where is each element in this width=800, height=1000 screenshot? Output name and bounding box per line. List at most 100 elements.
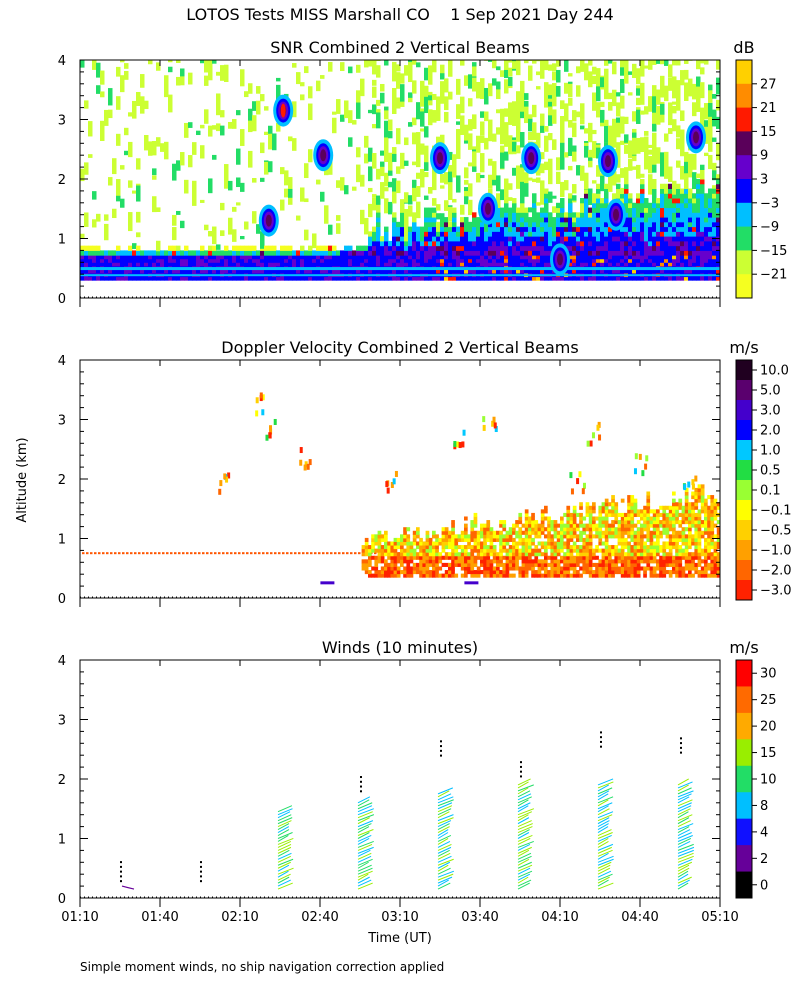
snr-cell xyxy=(312,267,317,271)
snr-cell xyxy=(576,212,581,218)
snr-cell xyxy=(704,103,709,120)
snr-cell xyxy=(512,101,517,119)
doppler-cell xyxy=(656,520,660,525)
snr-cell xyxy=(592,93,597,102)
snr-cell xyxy=(320,191,325,202)
snr-cell xyxy=(444,258,449,263)
doppler-cell xyxy=(435,537,439,542)
doppler-cell xyxy=(473,512,478,517)
doppler-cell xyxy=(614,555,619,560)
doppler-cell xyxy=(585,545,590,550)
doppler-cell xyxy=(592,502,596,507)
snr-cell xyxy=(512,250,517,256)
doppler-cell xyxy=(412,566,417,571)
snr-cell xyxy=(580,276,585,281)
snr-cell xyxy=(544,126,549,132)
doppler-cell xyxy=(448,545,452,550)
doppler-cell xyxy=(652,545,657,550)
doppler-cell xyxy=(473,530,478,535)
doppler-cell xyxy=(364,541,369,546)
doppler-cell xyxy=(460,573,465,578)
snr-cell xyxy=(628,258,633,263)
doppler-cell xyxy=(499,548,503,553)
doppler-cell xyxy=(627,555,631,560)
snr-cell xyxy=(408,255,413,260)
snr-cell xyxy=(556,240,561,247)
snr-cell xyxy=(672,119,677,132)
snr-cell xyxy=(428,258,433,263)
snr-cell xyxy=(600,217,605,223)
doppler-cell xyxy=(585,570,590,575)
doppler-cell xyxy=(665,512,670,517)
snr-cell xyxy=(184,274,189,277)
doppler-cell xyxy=(457,559,462,564)
doppler-cell xyxy=(566,512,571,517)
snr-cell xyxy=(616,258,621,263)
snr-cell xyxy=(484,226,489,232)
snr-cell xyxy=(416,262,421,267)
snr-cell xyxy=(508,102,513,112)
snr-cell xyxy=(520,207,525,213)
doppler-cell xyxy=(588,555,593,560)
snr-cell xyxy=(696,258,701,263)
doppler-cell xyxy=(451,562,455,567)
snr-cell xyxy=(628,221,633,228)
snr-cell xyxy=(712,267,717,271)
snr-cell xyxy=(148,269,153,274)
snr-cell xyxy=(700,255,705,260)
snr-cell xyxy=(444,255,449,260)
doppler-cell xyxy=(566,545,571,550)
snr-cell xyxy=(500,250,505,256)
snr-cell xyxy=(392,269,397,274)
snr-cell xyxy=(604,136,609,153)
snr-cell xyxy=(612,236,617,242)
snr-cell xyxy=(200,255,205,260)
snr-cell xyxy=(88,121,93,137)
snr-cell xyxy=(240,269,245,274)
doppler-cell xyxy=(416,534,420,539)
doppler-cell xyxy=(563,530,567,535)
snr-cell xyxy=(136,269,141,274)
doppler-cell xyxy=(662,523,667,528)
snr-cell xyxy=(520,80,525,94)
snr-cell xyxy=(536,132,541,148)
snr-cell xyxy=(440,174,445,183)
snr-cell xyxy=(360,255,365,260)
snr-cell xyxy=(512,245,517,251)
doppler-cell xyxy=(403,548,407,553)
doppler-cell xyxy=(620,523,625,528)
doppler-cell xyxy=(668,534,673,539)
snr-cell xyxy=(592,269,597,274)
snr-cell xyxy=(632,267,637,271)
snr-cell xyxy=(348,262,353,267)
snr-cell xyxy=(308,103,313,121)
doppler-cell xyxy=(534,559,539,564)
doppler-cell xyxy=(428,559,433,564)
snr-cell xyxy=(520,212,525,218)
snr-cell xyxy=(316,269,321,274)
snr-cell xyxy=(540,274,545,277)
snr-cell xyxy=(436,226,441,232)
doppler-cell xyxy=(470,523,475,528)
snr-cell xyxy=(328,267,333,271)
snr-cell xyxy=(488,60,493,62)
snr-cell xyxy=(644,226,649,232)
doppler-cell xyxy=(416,570,420,575)
snr-cell xyxy=(716,231,720,237)
snr-cell xyxy=(536,276,541,281)
doppler-cell xyxy=(649,570,654,575)
snr-cell xyxy=(212,255,217,260)
snr-cell xyxy=(640,110,645,115)
snr-cell xyxy=(268,262,273,267)
snr-cell xyxy=(480,236,485,242)
snr-cell xyxy=(652,258,657,263)
doppler-cell xyxy=(114,552,117,555)
doppler-cell xyxy=(611,527,615,532)
snr-cell xyxy=(244,250,249,256)
snr-cell xyxy=(688,212,693,218)
doppler-cell xyxy=(643,548,647,553)
snr-cell xyxy=(352,255,357,260)
doppler-cell xyxy=(659,548,663,553)
snr-cell xyxy=(268,269,273,274)
doppler-cell xyxy=(550,573,555,578)
